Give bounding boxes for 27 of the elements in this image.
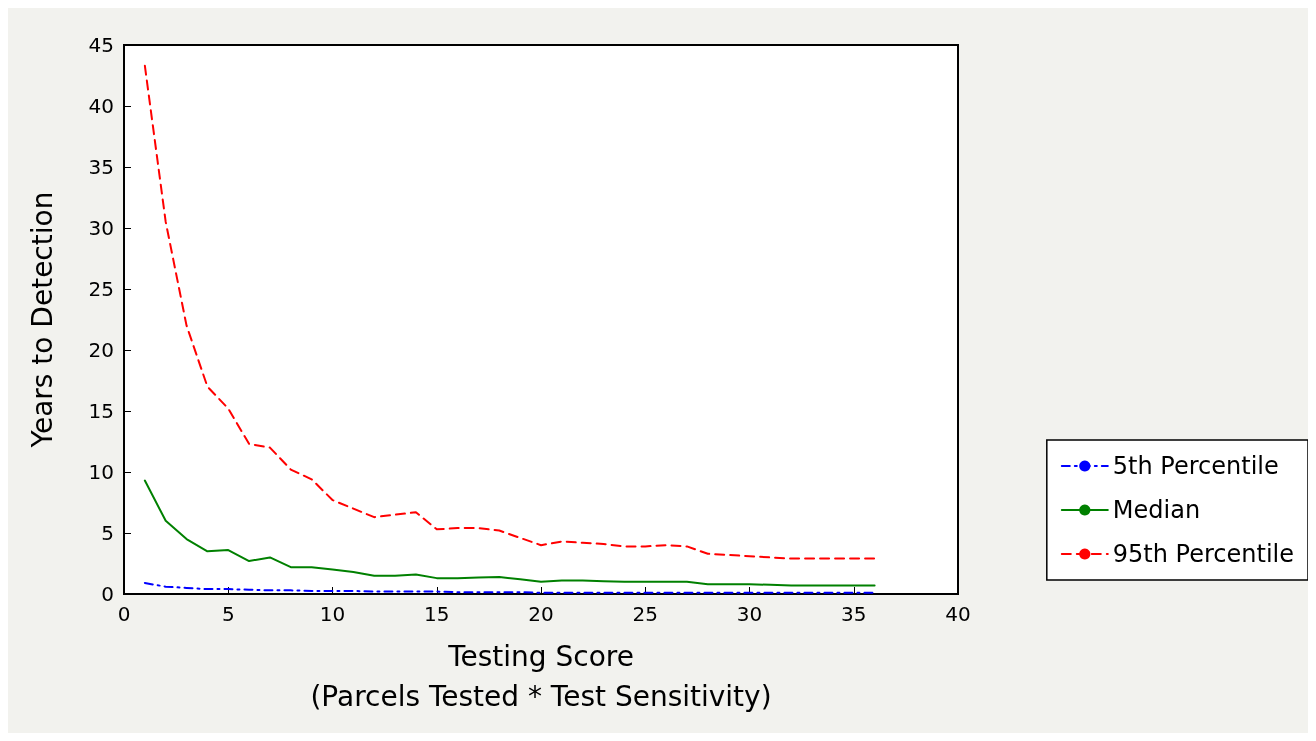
y-tick-label: 35 — [88, 155, 114, 179]
y-tick-label: 10 — [88, 460, 114, 484]
legend-label: 95th Percentile — [1112, 540, 1295, 568]
legend-label: Median — [1112, 496, 1201, 524]
line-series — [143, 582, 876, 594]
y-tick-label: 45 — [88, 33, 114, 57]
y-tick-label: 0 — [101, 582, 114, 606]
y-axis-title: Years to Detection — [25, 191, 59, 449]
x-tick-label: 5 — [221, 602, 235, 626]
x-tick-label: 30 — [736, 602, 763, 626]
legend-label: 5th Percentile — [1112, 452, 1279, 480]
y-tick-label: 25 — [88, 277, 114, 301]
x-tick-label: 15 — [424, 602, 450, 626]
x-tick-label: 20 — [528, 602, 554, 626]
x-axis-title: Testing Score (Parcels Tested * Test Sensitivity) — [310, 639, 772, 713]
x-tick-label: 25 — [632, 602, 658, 626]
y-tick-label: 40 — [88, 94, 114, 118]
line-series — [143, 479, 876, 587]
y-tick-label: 30 — [88, 216, 114, 240]
line-series — [143, 64, 876, 560]
x-tick-label: 35 — [841, 602, 867, 626]
y-tick-label: 20 — [88, 338, 114, 362]
y-tick-label: 5 — [101, 521, 114, 545]
x-tick-label: 10 — [319, 602, 346, 626]
y-tick-label: 15 — [88, 399, 114, 423]
x-tick-label: 0 — [117, 602, 131, 626]
x-tick-label: 40 — [945, 602, 971, 626]
